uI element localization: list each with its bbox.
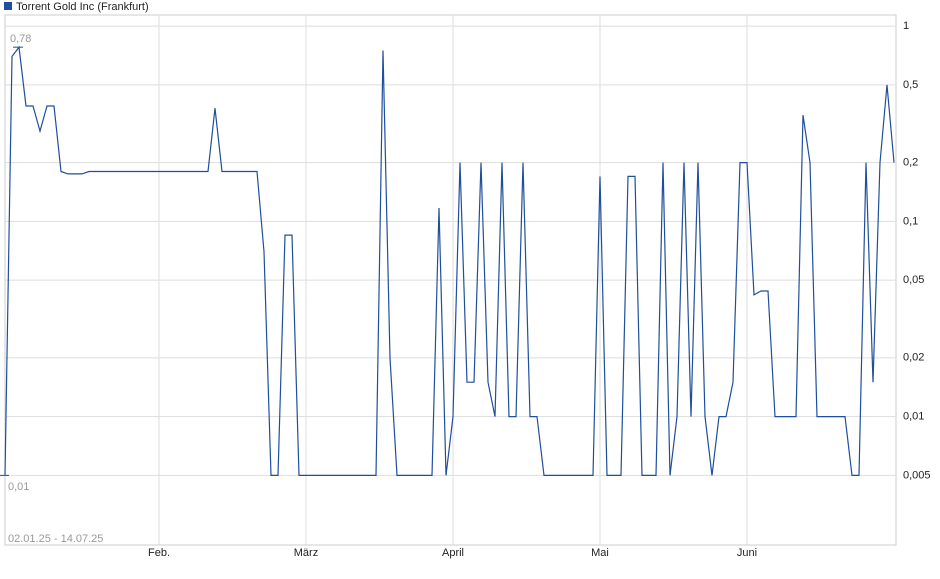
y-tick-label: 0,1	[903, 215, 918, 227]
y-tick-label: 0,05	[903, 274, 924, 286]
line	[4, 45, 895, 476]
x-tick-label: Mai	[591, 547, 609, 559]
y-tick-label: 0,5	[903, 79, 918, 91]
x-tick-label: April	[442, 547, 464, 559]
legend-swatch	[4, 2, 12, 10]
date-range: 02.01.25 - 14.07.25	[8, 533, 103, 545]
low-label: 0,01	[8, 481, 29, 493]
y-tick-label: 1	[903, 20, 909, 32]
high-label: 0,78	[10, 33, 31, 45]
y-tick-label: 0,01	[903, 411, 924, 423]
legend-label: Torrent Gold Inc (Frankfurt)	[16, 1, 149, 13]
x-tick-label: März	[294, 547, 318, 559]
y-tick-label: 0,2	[903, 156, 918, 168]
y-tick-label: 0,02	[903, 352, 924, 364]
x-tick-label: Feb.	[148, 547, 170, 559]
x-tick-label: Juni	[737, 547, 757, 559]
y-tick-label: 0,005	[903, 469, 931, 481]
